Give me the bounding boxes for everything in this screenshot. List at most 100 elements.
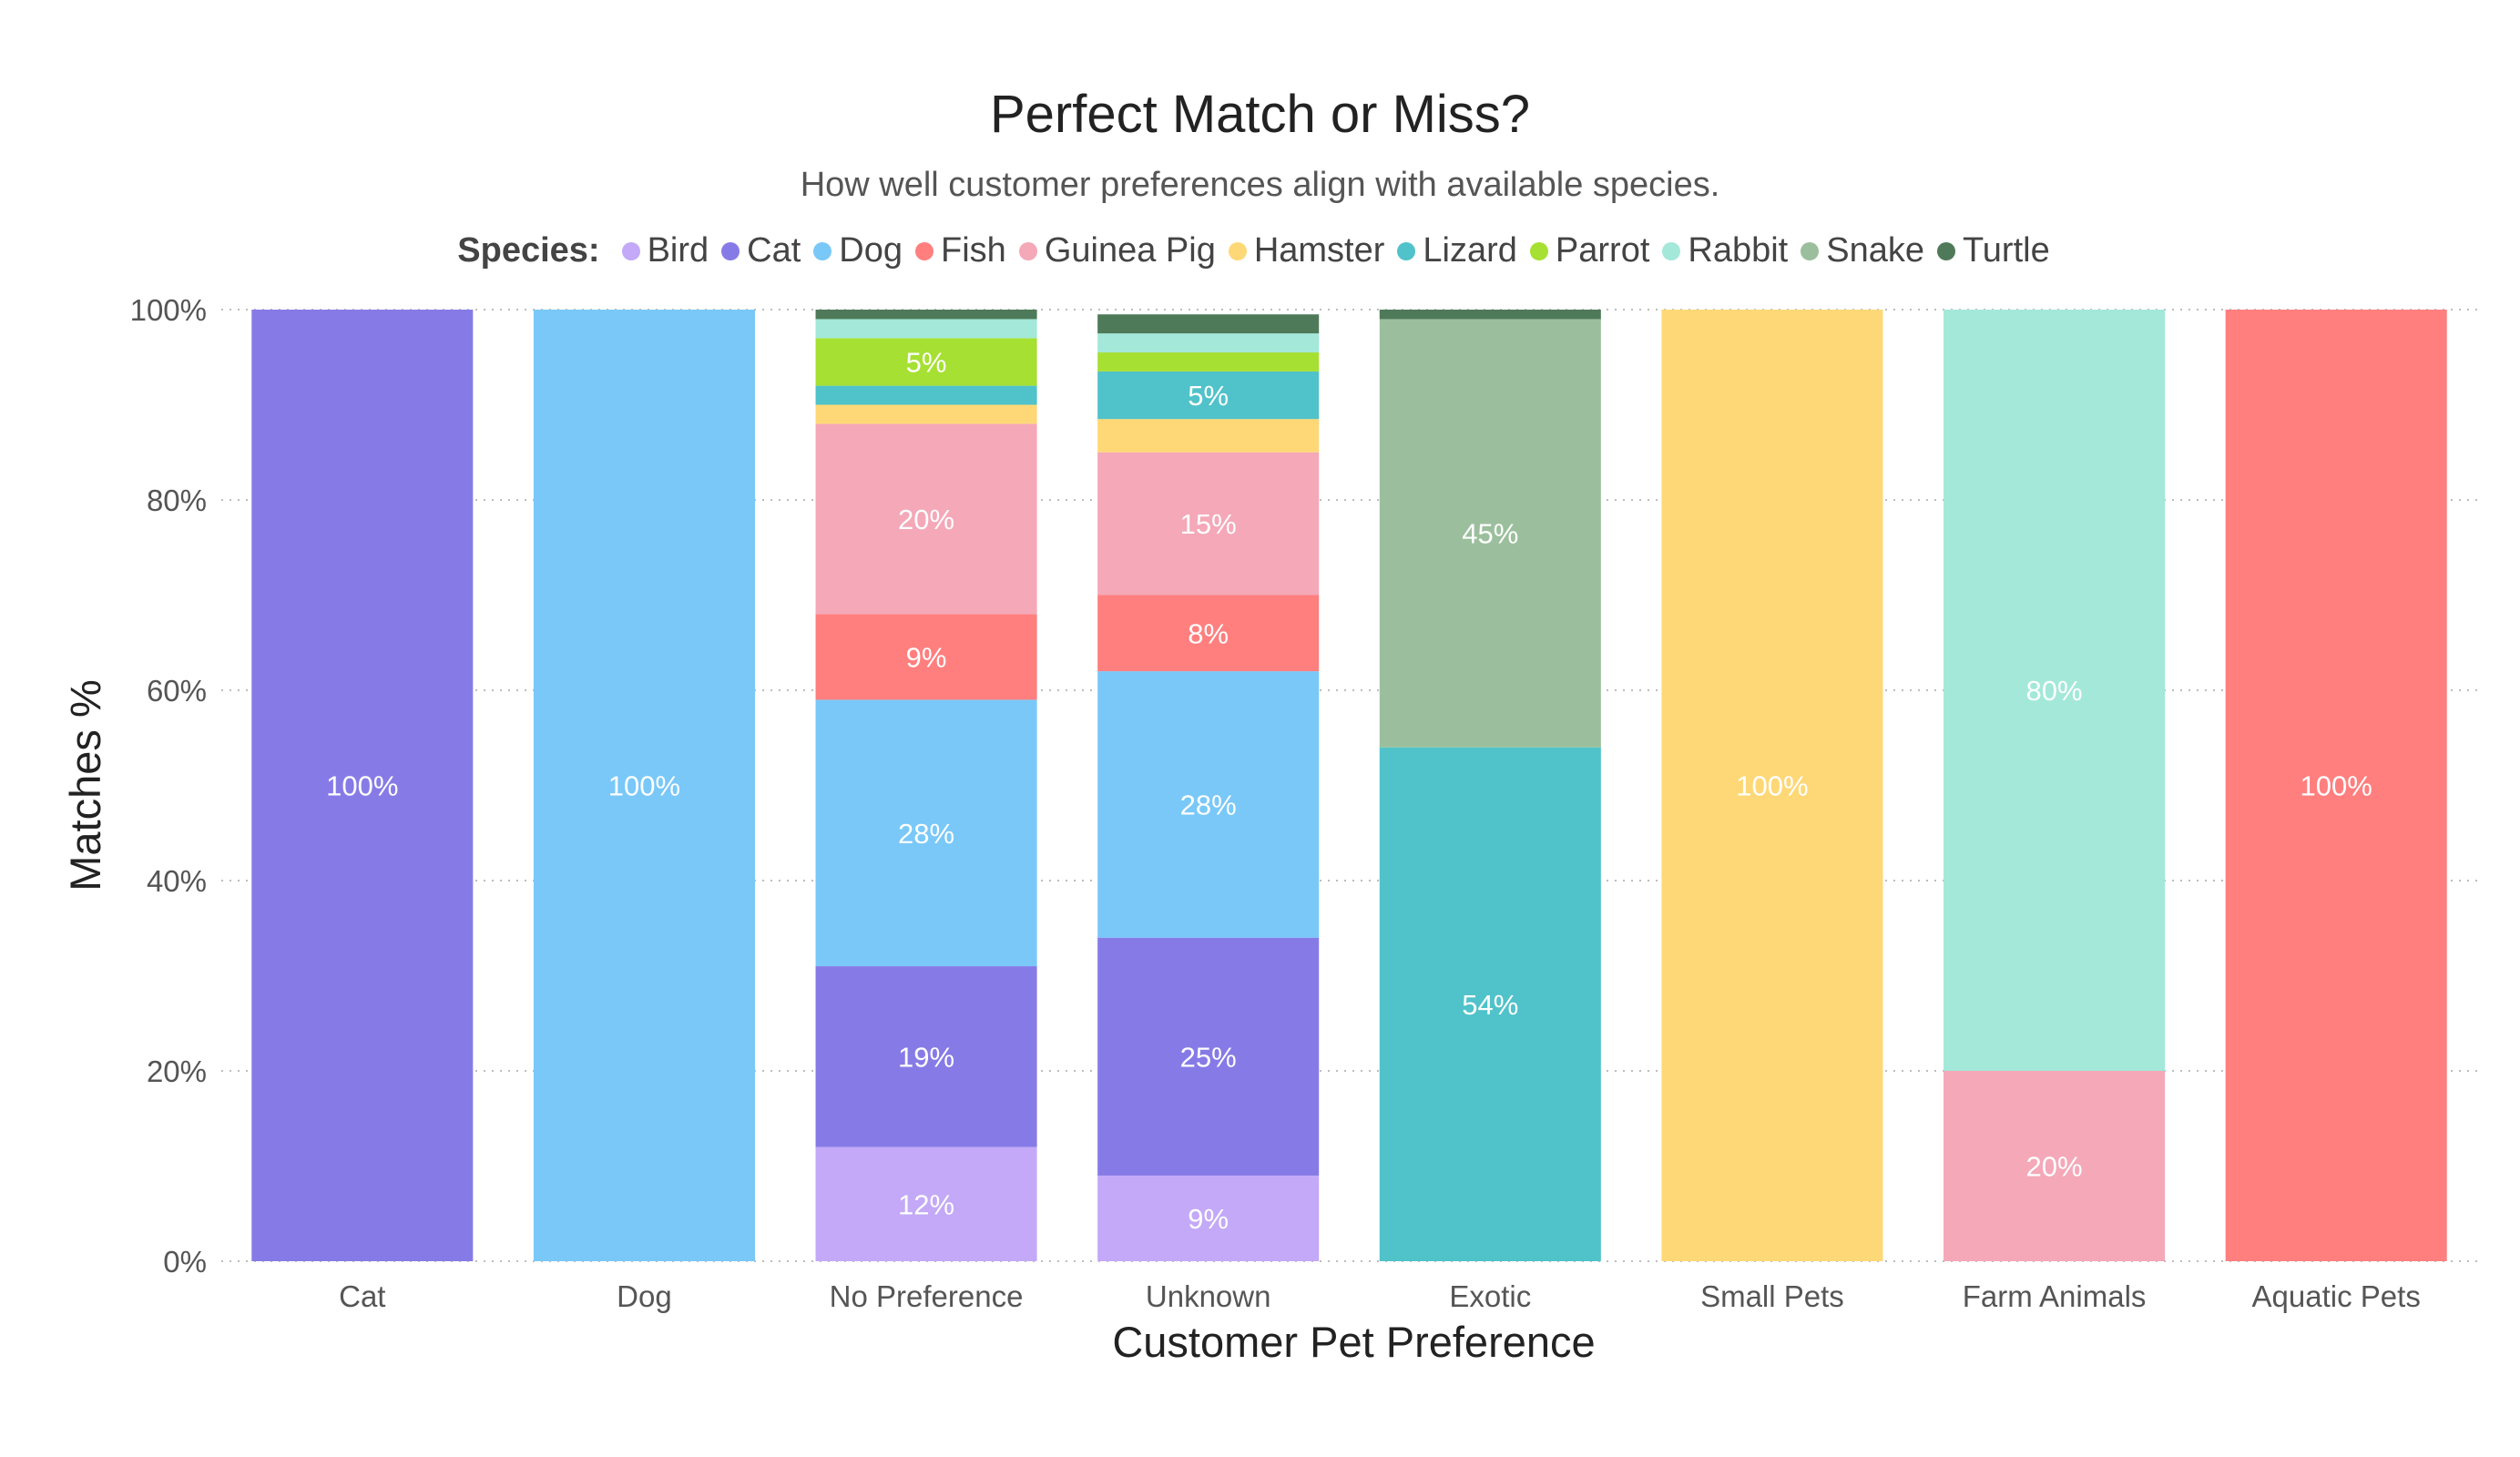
chart-title: Perfect Match or Miss? (989, 85, 1531, 144)
bar-segment (815, 404, 1037, 424)
bar-segment (1097, 1175, 1320, 1261)
y-tick-label: 60% (147, 674, 207, 708)
legend-label: Cat (747, 231, 801, 270)
legend-label: Parrot (1555, 231, 1650, 270)
data-label: 20% (898, 504, 954, 535)
data-label: 15% (1180, 508, 1237, 540)
x-tick-label: Cat (339, 1279, 385, 1313)
data-label: 19% (898, 1041, 954, 1073)
bar-segment (815, 385, 1037, 405)
legend-swatch (1397, 241, 1416, 260)
x-tick-label: Dog (617, 1279, 672, 1313)
legend-item: Lizard (1397, 231, 1517, 270)
legend-item: Guinea Pig (1018, 231, 1216, 270)
bar-segment (1097, 937, 1320, 1176)
legend-swatch (915, 241, 934, 260)
x-tick-label: Exotic (1449, 1279, 1531, 1313)
chart-subtitle: How well customer preferences align with… (800, 166, 1720, 204)
legend-item: Parrot (1529, 231, 1650, 270)
data-label: 100% (2301, 770, 2372, 802)
y-tick-label: 100% (130, 293, 207, 327)
legend-label: Snake (1826, 231, 1924, 270)
data-label: 28% (1180, 789, 1237, 820)
x-axis-title: Customer Pet Preference (1112, 1318, 1595, 1366)
legend-item: Snake (1801, 231, 1924, 270)
legend: Species: Bird Cat Dog Fish Guinea Pig Hamster… (0, 231, 2520, 270)
bar-segment (815, 1146, 1037, 1261)
data-label: 100% (1736, 770, 1808, 802)
y-tick-label: 20% (147, 1055, 207, 1088)
bar-segment (1944, 310, 2166, 1071)
legend-item: Turtle (1936, 231, 2050, 270)
bar-segment (2225, 310, 2447, 1261)
legend-label: Dog (839, 231, 903, 270)
legend-swatch (1936, 241, 1955, 260)
legend-label: Rabbit (1688, 231, 1789, 270)
legend-label: Turtle (1962, 231, 2050, 270)
legend-item: Rabbit (1662, 231, 1788, 270)
bar-segment (815, 966, 1037, 1147)
data-label: 9% (906, 641, 947, 673)
legend-swatch (621, 241, 640, 260)
legend-swatch (1228, 241, 1247, 260)
x-tick-label: No Preference (830, 1279, 1024, 1313)
x-tick-label: Unknown (1146, 1279, 1271, 1313)
legend-swatch (721, 241, 740, 260)
legend-swatch (1529, 241, 1548, 260)
data-label: 20% (2026, 1151, 2083, 1183)
x-tick-label: Farm Animals (1963, 1279, 2147, 1313)
legend-item: Cat (721, 231, 801, 270)
data-label: 28% (898, 818, 954, 850)
data-label: 25% (1180, 1041, 1237, 1073)
bar-segment (815, 338, 1037, 386)
bar-segment (815, 423, 1037, 615)
data-label: 54% (1462, 989, 1518, 1021)
legend-label: Bird (647, 231, 709, 270)
legend-title: Species: (457, 231, 600, 270)
bar-segment (1661, 310, 1883, 1261)
bar-segment (251, 310, 474, 1261)
y-tick-label: 80% (147, 484, 207, 517)
data-label: 9% (1188, 1203, 1229, 1235)
y-tick-label: 40% (147, 864, 207, 898)
bar-segment (1097, 419, 1320, 453)
bar-segment (815, 310, 1037, 320)
y-axis-title: Matches % (61, 679, 109, 891)
legend-label: Fish (941, 231, 1006, 270)
bar-segment (1379, 319, 1601, 748)
bar-segment (1097, 671, 1320, 938)
bar-segment (815, 699, 1037, 967)
x-tick-label: Aquatic Pets (2252, 1279, 2421, 1313)
data-label: 100% (326, 770, 398, 802)
data-label: 8% (1188, 617, 1229, 649)
legend-swatch (1801, 241, 1820, 260)
legend-item: Dog (813, 231, 903, 270)
bar-segment (1379, 310, 1601, 320)
legend-item: Hamster (1228, 231, 1384, 270)
y-tick-label: 0% (163, 1245, 207, 1279)
bar-segment (1379, 747, 1601, 1261)
legend-swatch (1018, 241, 1037, 260)
bar-segment (1944, 1071, 2166, 1261)
bar-segment (1097, 595, 1320, 672)
data-label: 100% (608, 770, 680, 802)
data-label: 5% (1188, 380, 1229, 412)
legend-swatch (813, 241, 832, 260)
bar-segment (815, 319, 1037, 339)
bar-segment (1097, 333, 1320, 353)
bar-segment (1097, 352, 1320, 372)
data-label: 80% (2026, 675, 2083, 707)
bar-segment (1097, 452, 1320, 596)
legend-label: Lizard (1423, 231, 1517, 270)
bar-segment (815, 614, 1037, 700)
legend-item: Fish (915, 231, 1006, 270)
bar-segment (533, 310, 755, 1261)
data-label: 5% (906, 346, 947, 378)
bar-segment (1097, 314, 1320, 334)
data-label: 12% (898, 1188, 954, 1220)
data-label: 45% (1462, 518, 1518, 550)
bar-segment (1097, 371, 1320, 420)
x-tick-label: Small Pets (1700, 1279, 1844, 1313)
